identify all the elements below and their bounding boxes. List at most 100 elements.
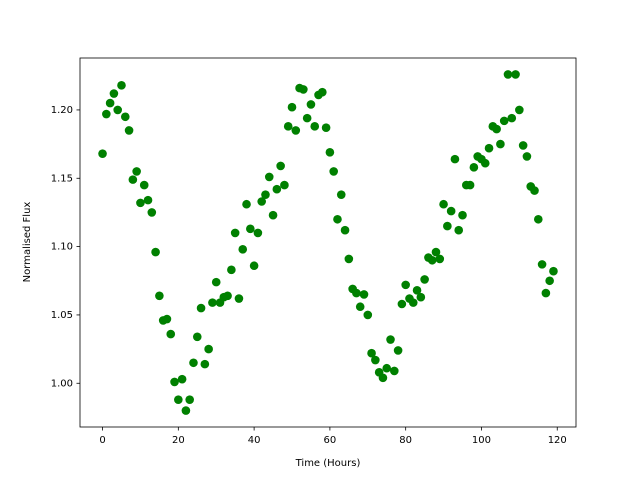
point	[359, 290, 369, 299]
point	[522, 152, 532, 161]
point	[120, 112, 130, 122]
point	[208, 298, 217, 307]
point	[143, 195, 153, 205]
point	[246, 224, 255, 234]
point	[435, 254, 445, 264]
point	[386, 335, 395, 344]
point	[530, 186, 539, 195]
point	[545, 276, 554, 286]
point	[253, 228, 263, 238]
point	[454, 225, 464, 235]
y-tick-label: 1.00	[51, 378, 73, 389]
point	[185, 395, 194, 404]
point	[268, 210, 278, 220]
point	[230, 228, 240, 238]
x-tick-label: 100	[472, 435, 491, 446]
x-tick-label: 0	[99, 435, 105, 446]
point	[283, 122, 293, 131]
point	[382, 363, 392, 373]
point	[480, 158, 490, 168]
point	[329, 167, 338, 176]
point	[401, 280, 410, 290]
point	[155, 291, 164, 301]
y-tick-label: 1.20	[51, 105, 73, 116]
point	[427, 255, 437, 265]
point	[371, 355, 380, 365]
point	[238, 245, 248, 254]
point	[132, 167, 141, 176]
y-tick-label: 1.05	[51, 310, 73, 321]
point	[181, 406, 191, 415]
point	[492, 124, 501, 134]
point	[503, 70, 513, 79]
y-axis-label: Normalised Flux	[22, 202, 33, 283]
point	[363, 310, 373, 320]
point	[302, 113, 312, 123]
point	[443, 221, 452, 231]
point	[340, 225, 350, 235]
point	[496, 139, 505, 149]
point	[484, 143, 494, 153]
point	[507, 113, 517, 123]
point	[367, 348, 376, 358]
point	[124, 126, 134, 135]
point	[465, 180, 475, 190]
point	[333, 214, 342, 224]
point	[109, 89, 119, 98]
point	[439, 199, 448, 209]
point	[151, 247, 160, 257]
point	[105, 98, 115, 108]
point	[291, 126, 301, 135]
point	[166, 329, 176, 339]
point	[280, 180, 289, 190]
point	[397, 299, 407, 309]
point	[431, 247, 441, 257]
point	[177, 374, 187, 384]
point	[515, 105, 524, 115]
point	[170, 377, 179, 387]
point	[325, 148, 335, 157]
point	[223, 291, 232, 301]
point	[549, 266, 558, 276]
point	[533, 214, 543, 224]
point	[390, 366, 399, 376]
point	[147, 208, 157, 217]
point	[204, 344, 213, 354]
point	[136, 198, 145, 208]
x-tick-label: 80	[399, 435, 412, 446]
point	[321, 123, 331, 132]
point	[227, 265, 236, 275]
point	[139, 180, 149, 190]
point	[261, 190, 270, 199]
point	[336, 190, 346, 199]
point	[162, 314, 172, 324]
point	[306, 100, 316, 109]
point	[102, 109, 111, 119]
point	[458, 210, 467, 220]
point	[355, 302, 365, 312]
y-tick-label: 1.10	[51, 242, 73, 253]
point	[518, 141, 528, 150]
plot-frame	[79, 57, 577, 428]
point	[299, 85, 308, 94]
point	[469, 163, 479, 172]
point	[393, 346, 403, 355]
point	[344, 254, 354, 264]
x-tick-label: 60	[324, 435, 337, 446]
point	[511, 70, 520, 79]
point	[128, 175, 138, 184]
point	[541, 288, 551, 298]
point	[272, 184, 282, 194]
point	[242, 199, 251, 209]
point	[537, 260, 547, 269]
point	[113, 105, 123, 115]
point	[196, 303, 206, 313]
point	[416, 292, 426, 302]
point	[117, 81, 126, 90]
x-tick-label: 20	[172, 435, 185, 446]
point	[499, 116, 509, 126]
point	[378, 373, 388, 383]
point	[174, 395, 183, 404]
